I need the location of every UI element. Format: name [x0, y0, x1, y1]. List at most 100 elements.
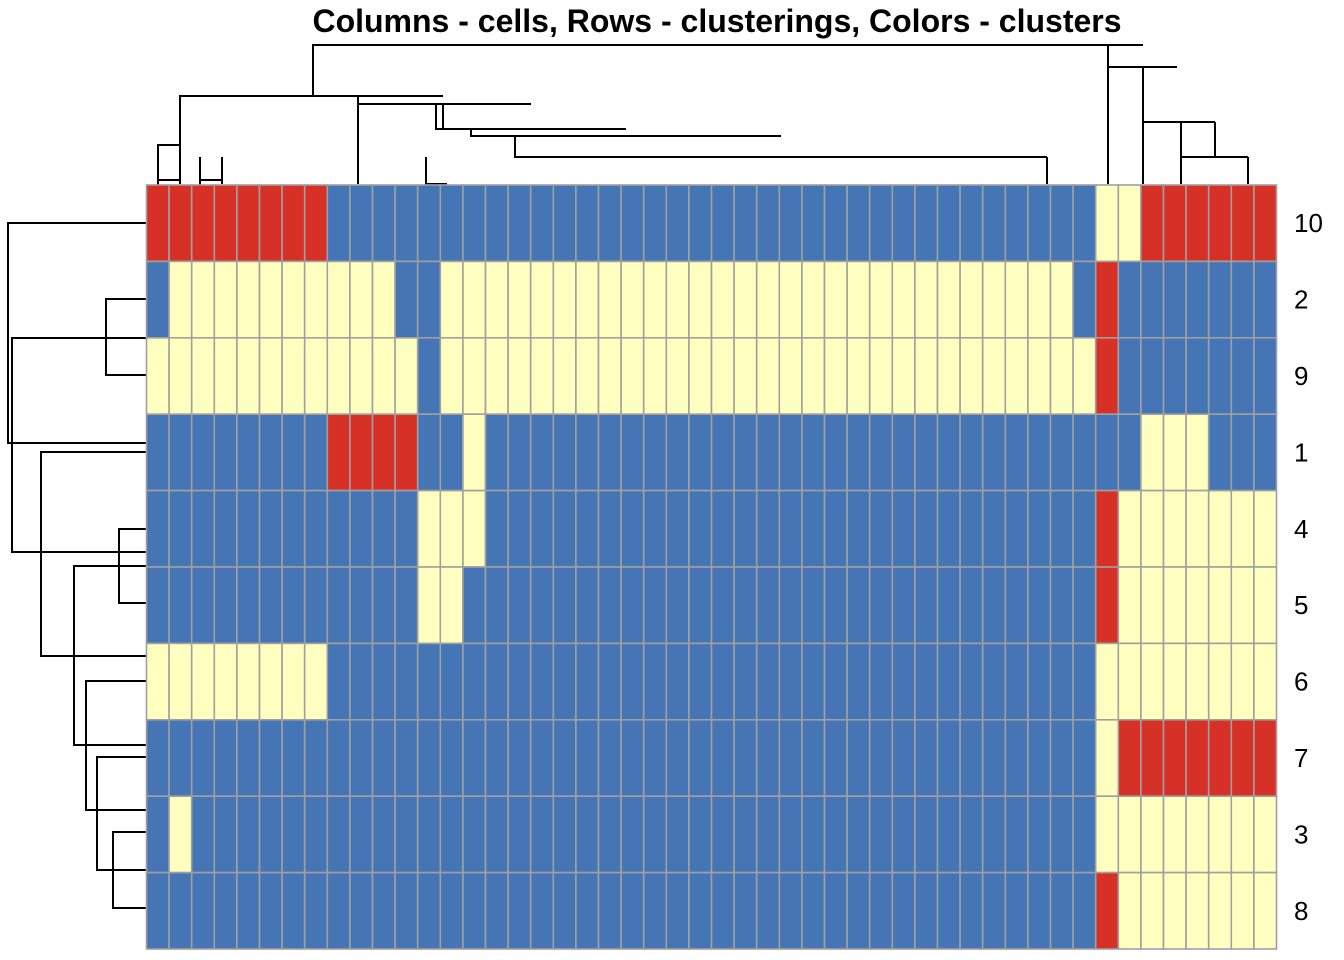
heatmap-cell: [597, 260, 622, 339]
heatmap-cell: [1027, 489, 1052, 568]
heatmap-cell: [778, 184, 803, 263]
heatmap-cell: [597, 413, 622, 492]
heatmap-cell: [507, 871, 532, 950]
dendrogram-branch: [1107, 45, 1177, 68]
heatmap-cell: [891, 718, 916, 797]
heatmap-cell: [416, 718, 442, 797]
heatmap-cell: [1049, 184, 1074, 263]
heatmap-cell: [484, 336, 509, 415]
heatmap-cell: [936, 566, 961, 645]
heatmap-cell: [371, 871, 396, 950]
heatmap-cell: [891, 489, 916, 568]
heatmap-cell: [733, 260, 758, 339]
heatmap-cell: [1072, 871, 1097, 950]
heatmap-cell: [642, 871, 668, 950]
heatmap-cell: [507, 336, 532, 415]
heatmap-cell: [710, 413, 735, 492]
row-label: 6: [1294, 667, 1308, 697]
heatmap-cell: [462, 718, 487, 797]
heatmap-cell: [394, 566, 419, 645]
heatmap-cell: [507, 642, 532, 721]
heatmap-cell: [439, 795, 464, 874]
heatmap-cell: [597, 642, 622, 721]
heatmap-cell: [439, 489, 464, 568]
heatmap-cell: [394, 489, 419, 568]
heatmap-cell: [1230, 260, 1255, 339]
heatmap-cell: [688, 489, 713, 568]
heatmap-cell: [190, 871, 216, 950]
heatmap-cell: [439, 413, 464, 492]
heatmap-cell: [1049, 336, 1074, 415]
heatmap-cell: [439, 566, 464, 645]
heatmap-cell: [145, 184, 170, 263]
heatmap-cell: [620, 566, 645, 645]
heatmap-cell: [303, 260, 329, 339]
heatmap-cell: [1004, 184, 1029, 263]
heatmap-cell: [688, 336, 713, 415]
heatmap-cell: [281, 642, 306, 721]
heatmap-cell: [620, 871, 645, 950]
heatmap-cell: [1253, 336, 1278, 415]
heatmap-cell: [823, 718, 848, 797]
heatmap-cell: [959, 260, 984, 339]
heatmap-cell: [213, 795, 238, 874]
heatmap-cell: [145, 336, 170, 415]
heatmap-cell: [710, 642, 735, 721]
heatmap-cell: [484, 184, 509, 263]
heatmap-cell: [1185, 642, 1210, 721]
heatmap-cell: [168, 489, 193, 568]
heatmap-cell: [1072, 718, 1097, 797]
heatmap-cell: [642, 642, 668, 721]
dendrogram-branch: [96, 756, 146, 871]
heatmap-cell: [642, 260, 668, 339]
heatmap-cell: [439, 642, 464, 721]
heatmap-cell: [1162, 260, 1187, 339]
heatmap-cell: [891, 566, 916, 645]
heatmap-cell: [981, 413, 1007, 492]
heatmap-cell: [620, 413, 645, 492]
heatmap-cell: [868, 718, 894, 797]
heatmap-cell: [733, 566, 758, 645]
heatmap-cell: [349, 795, 374, 874]
heatmap-cell: [529, 184, 555, 263]
heatmap-cell: [823, 413, 848, 492]
heatmap-cell: [665, 795, 690, 874]
heatmap-cell: [1072, 566, 1097, 645]
heatmap-cell: [642, 184, 668, 263]
heatmap-cell: [755, 718, 781, 797]
dendrogram-branch: [470, 129, 781, 137]
heatmap-cell: [981, 260, 1007, 339]
heatmap-cell: [1253, 642, 1278, 721]
heatmap-cell: [303, 795, 329, 874]
heatmap-cell: [394, 184, 419, 263]
heatmap-cell: [801, 642, 826, 721]
heatmap-cell: [1004, 642, 1029, 721]
heatmap-cell: [778, 489, 803, 568]
heatmap-cell: [688, 566, 713, 645]
heatmap-cell: [1185, 871, 1210, 950]
heatmap-cell: [733, 413, 758, 492]
heatmap-cell: [326, 489, 351, 568]
heatmap-cell: [1094, 336, 1120, 415]
heatmap-cell: [303, 642, 329, 721]
heatmap-cell: [801, 718, 826, 797]
heatmap-cell: [688, 642, 713, 721]
heatmap-cell: [1140, 642, 1165, 721]
heatmap-cell: [981, 184, 1007, 263]
heatmap-cell: [462, 336, 487, 415]
heatmap-cell: [1004, 489, 1029, 568]
heatmap-cell: [1140, 718, 1165, 797]
heatmap-cell: [258, 718, 283, 797]
heatmap-cell: [710, 184, 735, 263]
heatmap-cell: [936, 795, 961, 874]
heatmap-cell: [281, 413, 306, 492]
heatmap-cell: [439, 718, 464, 797]
dendrogram-branch: [7, 222, 146, 444]
dendrogram-branch: [357, 96, 531, 105]
heatmap-cell: [823, 260, 848, 339]
heatmap-cell: [236, 795, 261, 874]
heatmap-cell: [1230, 718, 1255, 797]
heatmap-cell: [575, 871, 600, 950]
heatmap-cell: [1094, 718, 1120, 797]
